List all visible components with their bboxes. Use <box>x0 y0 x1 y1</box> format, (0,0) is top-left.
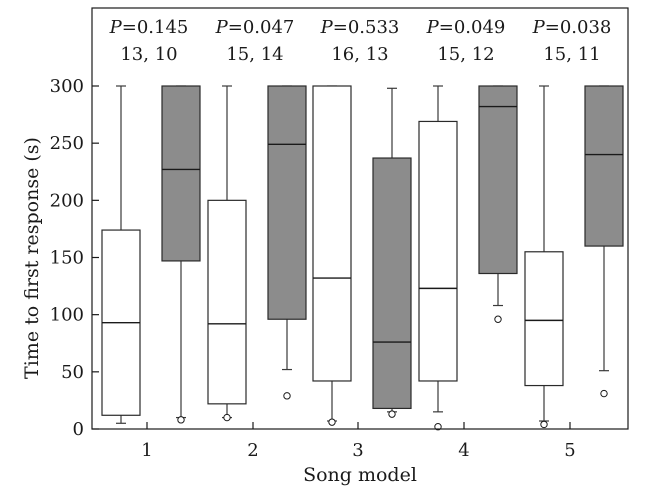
box-iqr <box>161 85 201 262</box>
box-iqr <box>372 157 412 410</box>
sample-size-annotation: 15, 11 <box>543 44 600 65</box>
sample-size-annotation: 15, 14 <box>226 44 283 65</box>
y-tick-label: 150 <box>50 248 84 269</box>
y-tick-label: 100 <box>50 305 84 326</box>
box-iqr <box>584 85 624 247</box>
box-series1-model-3 <box>312 85 352 426</box>
plot-frame <box>91 7 629 430</box>
y-tick-label: 200 <box>50 190 84 211</box>
y-axis-label: Time to first response (s) <box>21 137 43 379</box>
x-tick-label: 3 <box>352 440 363 461</box>
outlier-point <box>328 418 336 426</box>
x-tick-label: 1 <box>141 440 152 461</box>
box-series2-model-5 <box>584 85 624 398</box>
x-axis-label: Song model <box>303 464 417 486</box>
box-series2-model-1 <box>161 85 201 424</box>
x-tick-label: 4 <box>458 440 469 461</box>
p-value-annotation: P=0.533 <box>320 17 400 38</box>
y-tick-label: 50 <box>61 362 84 383</box>
p-value-annotation: P=0.145 <box>109 17 189 38</box>
outlier-point <box>434 423 442 431</box>
sample-size-annotation: 16, 13 <box>331 44 388 65</box>
box-series2-model-3 <box>372 87 412 418</box>
y-tick-label: 300 <box>50 76 84 97</box>
box-iqr <box>207 199 247 405</box>
box-series2-model-4 <box>478 85 518 323</box>
box-series1-model-4 <box>418 85 458 431</box>
sample-size-annotation: 13, 10 <box>120 44 177 65</box>
box-series1-model-5 <box>524 85 564 429</box>
p-value-annotation: P=0.049 <box>426 17 506 38</box>
outlier-point <box>494 315 502 323</box>
annotation-layer: P=0.145 13, 10 P=0.047 15, 14 P=0.533 16, 13 P… <box>109 17 612 65</box>
outlier-point <box>283 392 291 400</box>
outlier-point <box>177 416 185 424</box>
y-tick-label: 250 <box>50 133 84 154</box>
box-series1-model-1 <box>101 85 141 424</box>
box-iqr <box>418 120 458 382</box>
outlier-point <box>388 410 396 418</box>
box-series2-model-2 <box>267 85 307 400</box>
axes-layer: 0 50 100 150 200 250 300 1 2 3 4 5 <box>50 7 629 461</box>
box-iqr <box>267 85 307 320</box>
sample-size-annotation: 15, 12 <box>437 44 494 65</box>
p-value-annotation: P=0.038 <box>532 17 612 38</box>
outlier-point <box>600 389 608 398</box>
y-tick-label: 0 <box>73 419 84 440</box>
box-iqr <box>312 85 352 382</box>
boxes-layer <box>101 85 624 431</box>
box-iqr <box>524 251 564 387</box>
box-series1-model-2 <box>207 85 247 422</box>
outlier-point <box>223 413 231 422</box>
x-tick-label: 2 <box>247 440 258 461</box>
p-value-annotation: P=0.047 <box>215 17 295 38</box>
outlier-point <box>540 420 548 429</box>
box-iqr <box>478 85 518 275</box>
x-tick-label: 5 <box>564 440 575 461</box>
